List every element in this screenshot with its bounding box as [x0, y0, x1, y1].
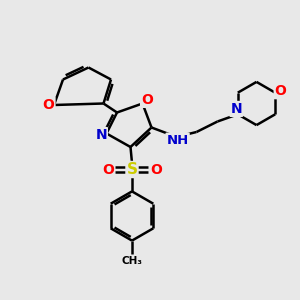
Text: O: O: [141, 93, 153, 107]
Text: NH: NH: [167, 134, 189, 147]
Text: O: O: [275, 84, 286, 98]
Text: O: O: [43, 98, 55, 112]
Text: CH₃: CH₃: [122, 256, 142, 266]
Text: N: N: [230, 102, 242, 116]
Text: S: S: [127, 162, 137, 177]
Text: N: N: [95, 128, 107, 142]
Text: O: O: [102, 163, 114, 176]
Text: O: O: [150, 163, 162, 176]
